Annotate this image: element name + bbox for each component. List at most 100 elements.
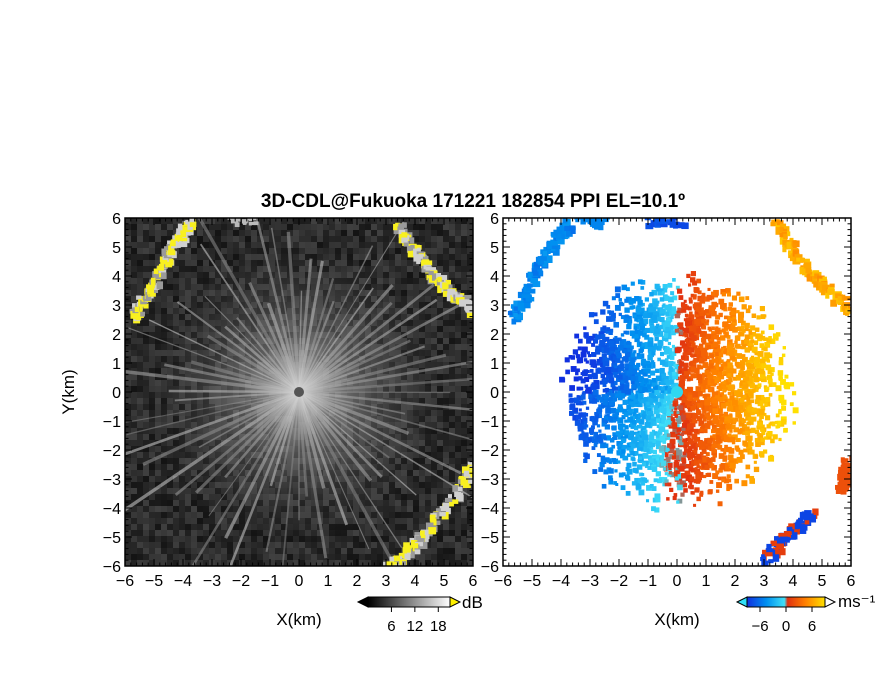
noise-cell: [407, 218, 413, 224]
noise-cell: [257, 554, 263, 560]
noise-cell: [341, 542, 347, 548]
noise-cell: [419, 524, 425, 530]
noise-cell: [455, 314, 461, 320]
noise-cell: [299, 548, 305, 554]
noise-cell: [449, 530, 455, 536]
noise-cell: [227, 248, 233, 254]
noise-cell: [353, 230, 359, 236]
noise-cell: [467, 386, 473, 392]
noise-cell: [137, 434, 143, 440]
noise-cell: [143, 434, 149, 440]
noise-cell: [359, 554, 365, 560]
noise-cell: [455, 242, 461, 248]
noise-cell: [131, 344, 137, 350]
noise-cell: [131, 554, 137, 560]
y-tick-label: −2: [103, 443, 121, 460]
noise-cell: [437, 494, 443, 500]
noise-cell: [143, 398, 149, 404]
noise-cell: [371, 254, 377, 260]
noise-cell: [137, 386, 143, 392]
noise-cell: [155, 248, 161, 254]
noise-cell: [143, 482, 149, 488]
noise-cell: [419, 506, 425, 512]
noise-cell: [125, 278, 131, 284]
noise-cell: [461, 260, 467, 266]
noise-cell: [155, 302, 161, 308]
noise-cell: [161, 314, 167, 320]
noise-cell: [191, 260, 197, 266]
noise-cell: [167, 518, 173, 524]
noise-cell: [383, 536, 389, 542]
noise-cell: [131, 422, 137, 428]
left-y-axis-label: Y(km): [59, 369, 78, 414]
noise-cell: [149, 302, 155, 308]
noise-cell: [455, 458, 461, 464]
noise-cell: [167, 560, 173, 566]
noise-cell: [197, 230, 203, 236]
noise-cell: [173, 506, 179, 512]
noise-cell: [143, 554, 149, 560]
noise-cell: [161, 542, 167, 548]
noise-cell: [155, 494, 161, 500]
noise-cell: [149, 548, 155, 554]
noise-cell: [461, 428, 467, 434]
noise-cell: [431, 554, 437, 560]
noise-cell: [149, 470, 155, 476]
noise-cell: [155, 530, 161, 536]
noise-cell: [275, 542, 281, 548]
noise-cell: [131, 542, 137, 548]
noise-cell: [137, 266, 143, 272]
noise-cell: [245, 560, 251, 566]
noise-cell: [263, 236, 269, 242]
noise-cell: [251, 554, 257, 560]
noise-cell: [437, 500, 443, 506]
noise-cell: [431, 548, 437, 554]
noise-cell: [449, 320, 455, 326]
noise-cell: [125, 218, 131, 224]
noise-cell: [413, 230, 419, 236]
noise-cell: [173, 548, 179, 554]
noise-cell: [437, 296, 443, 302]
noise-cell: [131, 272, 137, 278]
noise-cell: [461, 338, 467, 344]
noise-cell: [137, 470, 143, 476]
noise-cell: [149, 314, 155, 320]
noise-cell: [461, 254, 467, 260]
noise-cell: [143, 386, 149, 392]
noise-cell: [251, 548, 257, 554]
noise-cell: [275, 224, 281, 230]
noise-cell: [281, 236, 287, 242]
noise-cell: [455, 536, 461, 542]
noise-cell: [371, 542, 377, 548]
noise-cell: [173, 536, 179, 542]
noise-cell: [137, 272, 143, 278]
noise-cell: [185, 530, 191, 536]
noise-cell: [149, 512, 155, 518]
noise-cell: [179, 500, 185, 506]
noise-cell: [251, 230, 257, 236]
noise-cell: [407, 524, 413, 530]
noise-cell: [137, 464, 143, 470]
noise-cell: [455, 344, 461, 350]
noise-cell: [449, 260, 455, 266]
noise-cell: [437, 224, 443, 230]
noise-cell: [179, 560, 185, 566]
noise-cell: [131, 266, 137, 272]
noise-cell: [371, 236, 377, 242]
noise-cell: [293, 542, 299, 548]
noise-cell: [461, 320, 467, 326]
noise-cell: [449, 416, 455, 422]
noise-cell: [215, 536, 221, 542]
noise-cell: [305, 236, 311, 242]
noise-cell: [293, 236, 299, 242]
noise-cell: [149, 500, 155, 506]
noise-cell: [431, 464, 437, 470]
velocity-pixel: [769, 393, 773, 397]
noise-cell: [347, 242, 353, 248]
noise-cell: [407, 512, 413, 518]
echo-pixel: [143, 304, 148, 309]
noise-cell: [227, 230, 233, 236]
noise-cell: [179, 494, 185, 500]
echo-pixel: [426, 260, 432, 265]
